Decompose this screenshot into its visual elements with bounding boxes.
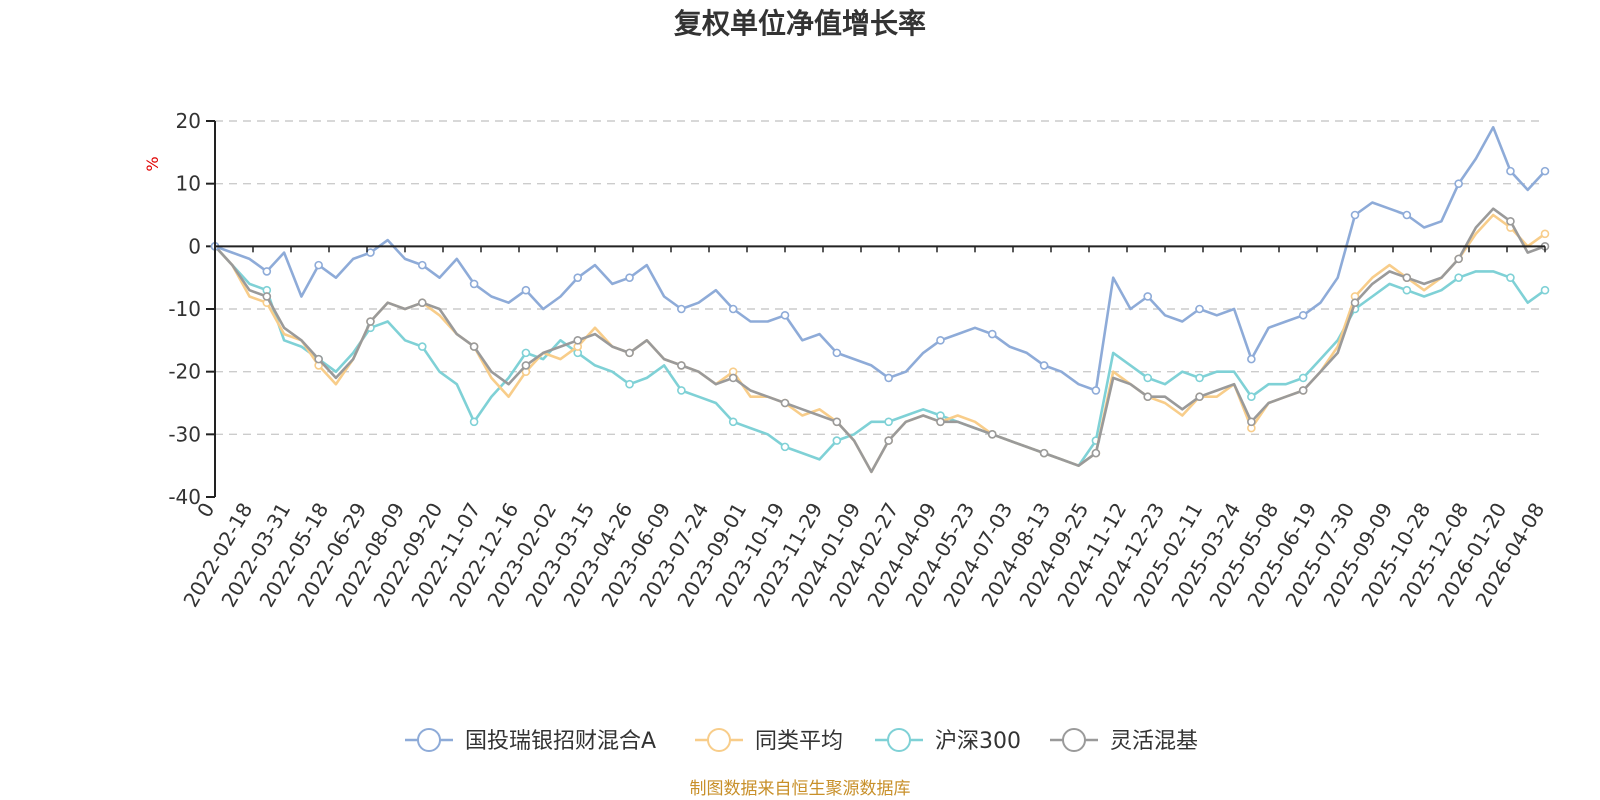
- data-point: [1350, 210, 1360, 220]
- data-point: [469, 417, 479, 427]
- y-tick-label: -20: [168, 360, 201, 384]
- data-point: [417, 342, 427, 351]
- data-point: [1350, 298, 1360, 308]
- legend-label: 灵活混基: [1110, 729, 1198, 754]
- data-point: [262, 292, 272, 301]
- data-point: [832, 417, 842, 427]
- x-tick-label: 0: [192, 499, 219, 522]
- data-point: [677, 361, 686, 370]
- legend-swatch-marker: [707, 728, 731, 752]
- data-point: [832, 436, 842, 445]
- data-point: [1143, 373, 1153, 383]
- data-point: [1039, 361, 1049, 370]
- data-point: [1091, 386, 1101, 395]
- data-point: [832, 348, 842, 358]
- data-point: [1091, 448, 1101, 458]
- y-tick-label: -40: [168, 485, 201, 509]
- data-point: [1247, 354, 1256, 364]
- source-note: 制图数据来自恒生聚源数据库: [690, 779, 911, 799]
- data-point: [1247, 392, 1256, 402]
- data-point: [1454, 179, 1463, 188]
- data-point: [936, 336, 945, 345]
- data-point: [1540, 229, 1550, 239]
- data-point: [1195, 373, 1204, 383]
- data-point: [573, 336, 583, 345]
- y-tick-label: -30: [168, 422, 201, 446]
- data-point: [780, 398, 790, 408]
- data-point: [728, 417, 738, 427]
- data-point: [1402, 273, 1412, 282]
- data-point: [1540, 285, 1550, 295]
- data-point: [417, 260, 427, 270]
- y-tick-label: -10: [168, 297, 201, 321]
- data-point: [884, 373, 893, 383]
- legend-swatch-marker: [417, 728, 441, 752]
- series-lines: [210, 126, 1550, 474]
- data-point: [1298, 310, 1308, 320]
- data-point: [469, 279, 479, 289]
- data-point: [625, 348, 634, 358]
- series-line: [214, 245, 1546, 468]
- y-axis-unit: %: [143, 156, 162, 171]
- data-point: [1540, 166, 1550, 176]
- data-point: [1454, 273, 1463, 282]
- data-point: [314, 260, 323, 270]
- data-point: [780, 442, 790, 452]
- data-point: [1195, 304, 1204, 314]
- data-point: [1506, 166, 1515, 176]
- data-point: [1298, 373, 1308, 383]
- legend-swatch-marker: [1062, 728, 1086, 752]
- legend: 国投瑞银招财混合A 同类平均 沪深300 灵活混基: [405, 728, 1198, 754]
- data-point: [1143, 292, 1153, 301]
- data-point: [987, 430, 997, 439]
- legend-label: 同类平均: [755, 729, 843, 754]
- data-point: [469, 342, 479, 351]
- data-point: [987, 329, 997, 339]
- y-tick-label: 0: [188, 234, 201, 258]
- data-point: [677, 386, 686, 395]
- data-point: [884, 417, 893, 427]
- y-tick-label: 10: [176, 172, 201, 196]
- data-point: [625, 273, 634, 282]
- data-point: [314, 354, 323, 364]
- data-point: [1143, 392, 1153, 402]
- data-point: [728, 304, 738, 314]
- legend-swatch-marker: [887, 728, 911, 752]
- grid-lines: [215, 120, 1545, 436]
- data-point: [936, 417, 945, 427]
- data-point: [573, 273, 583, 282]
- data-point: [1506, 273, 1515, 282]
- data-point: [417, 298, 427, 308]
- data-point: [366, 317, 375, 326]
- legend-label: 沪深300: [935, 729, 1021, 754]
- data-point: [1195, 392, 1204, 402]
- y-axis-ticks: 20 10 0 -10 -20 -30 -40: [168, 109, 215, 509]
- y-tick-label: 20: [176, 109, 201, 133]
- legend-label: 国投瑞银招财混合A: [465, 729, 656, 754]
- data-point: [1402, 210, 1412, 220]
- data-point: [1039, 448, 1049, 458]
- data-point: [677, 304, 686, 314]
- data-point: [1454, 254, 1463, 264]
- data-point: [521, 348, 531, 358]
- data-point: [1402, 285, 1412, 295]
- data-point: [1247, 417, 1256, 427]
- data-point: [625, 379, 634, 389]
- data-point: [1506, 216, 1515, 226]
- data-point: [884, 436, 893, 445]
- series-line: [214, 207, 1546, 474]
- data-point: [366, 248, 375, 257]
- data-point: [728, 373, 738, 383]
- data-point: [521, 361, 531, 370]
- data-point: [780, 310, 790, 320]
- data-point: [521, 285, 531, 295]
- series-line: [214, 126, 1546, 392]
- data-point: [1298, 386, 1308, 395]
- chart-title: 复权单位净值增长率: [674, 7, 926, 40]
- data-point: [262, 267, 272, 276]
